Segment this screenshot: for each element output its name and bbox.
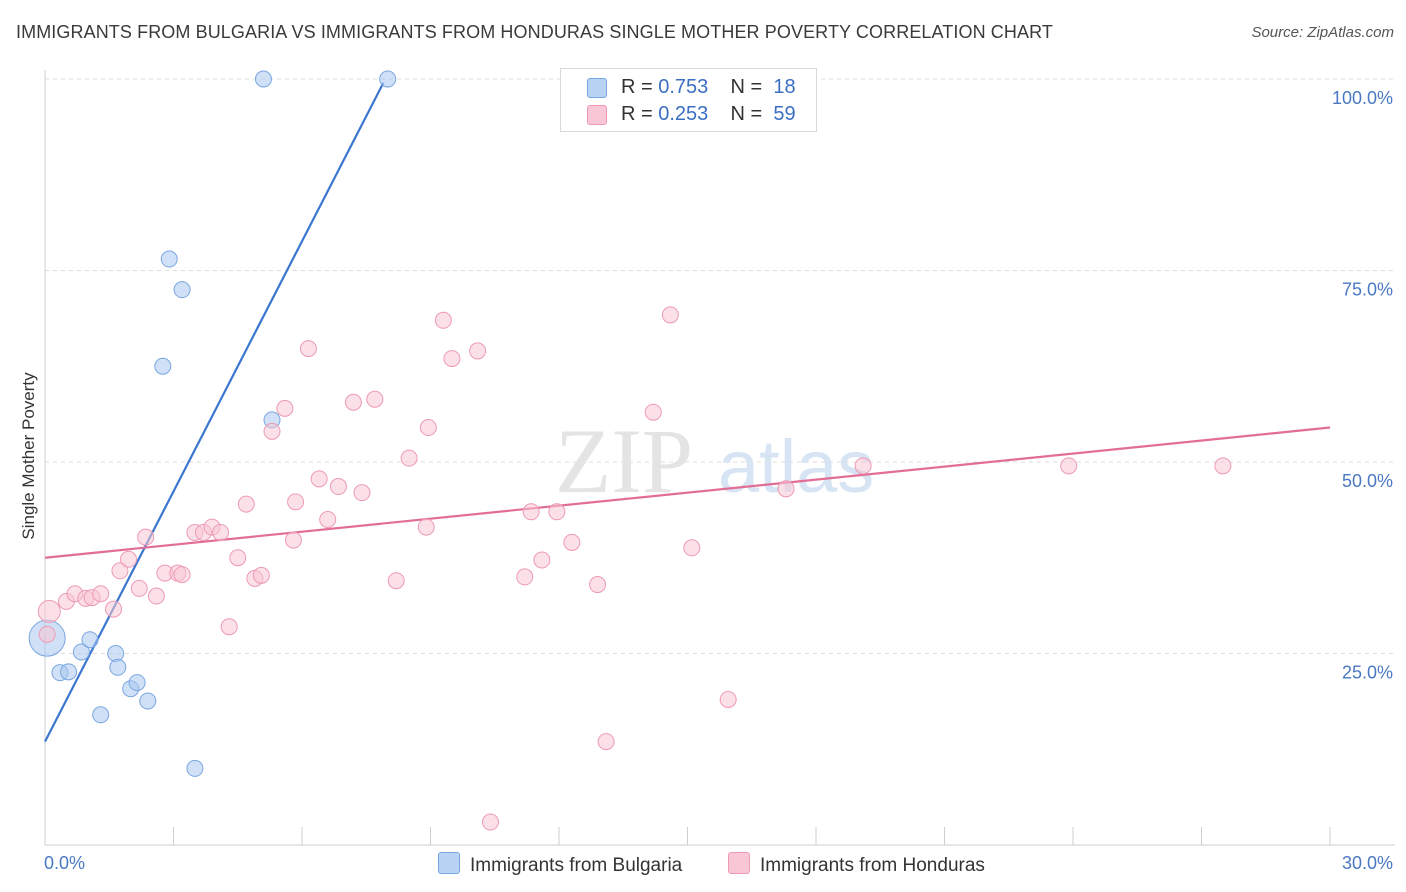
point-honduras-7 bbox=[111, 562, 129, 580]
r-value: 0.753 bbox=[658, 76, 709, 98]
point-honduras-21 bbox=[237, 495, 255, 513]
point-honduras-11 bbox=[147, 587, 165, 605]
point-honduras-52 bbox=[683, 539, 701, 557]
point-honduras-28 bbox=[299, 340, 317, 358]
point-honduras-18 bbox=[212, 523, 230, 541]
axes bbox=[44, 70, 1395, 846]
legend-label-honduras: Immigrants from Honduras bbox=[760, 855, 985, 876]
point-honduras-45 bbox=[533, 551, 551, 569]
point-honduras-46 bbox=[548, 503, 566, 521]
honduras-legend-swatch bbox=[728, 852, 750, 874]
chart-source: Source: ZipAtlas.com bbox=[1251, 24, 1394, 41]
point-bulgaria-12 bbox=[160, 250, 178, 268]
point-honduras-14 bbox=[173, 566, 191, 584]
point-bulgaria-17 bbox=[379, 70, 397, 88]
point-honduras-10 bbox=[137, 528, 155, 546]
legend-item-honduras[interactable]: Immigrants from Honduras bbox=[728, 852, 985, 877]
point-honduras-54 bbox=[777, 480, 795, 498]
data-points bbox=[28, 70, 1232, 831]
y-tick-label-0: 25.0% bbox=[1342, 663, 1393, 683]
point-bulgaria-14 bbox=[186, 759, 204, 777]
n-value: 18 bbox=[773, 76, 796, 98]
point-honduras-29 bbox=[310, 470, 328, 488]
point-honduras-9 bbox=[130, 579, 148, 597]
point-bulgaria-3 bbox=[72, 643, 90, 661]
point-honduras-0 bbox=[37, 599, 61, 623]
chart-title: IMMIGRANTS FROM BULGARIA VS IMMIGRANTS F… bbox=[16, 22, 1053, 42]
point-honduras-50 bbox=[644, 403, 662, 421]
point-bulgaria-11 bbox=[154, 357, 172, 375]
legend-item-bulgaria[interactable]: Immigrants from Bulgaria bbox=[438, 852, 682, 877]
point-bulgaria-7 bbox=[109, 658, 127, 676]
point-honduras-57 bbox=[1214, 457, 1232, 475]
y-tick-label-1: 50.0% bbox=[1342, 471, 1393, 491]
point-honduras-5 bbox=[92, 585, 110, 603]
point-honduras-32 bbox=[344, 393, 362, 411]
point-honduras-39 bbox=[434, 311, 452, 329]
point-bulgaria-5 bbox=[92, 706, 110, 724]
point-honduras-27 bbox=[287, 493, 305, 511]
point-honduras-56 bbox=[1060, 457, 1078, 475]
n-value: 59 bbox=[773, 103, 796, 125]
bulgaria-legend-swatch bbox=[438, 852, 460, 874]
y-axis-label: Single Mother Poverty bbox=[19, 372, 38, 540]
point-honduras-30 bbox=[319, 510, 337, 528]
r-label: R = bbox=[621, 103, 659, 125]
point-honduras-41 bbox=[469, 342, 487, 360]
point-honduras-51 bbox=[661, 306, 679, 324]
point-honduras-34 bbox=[366, 390, 384, 408]
point-bulgaria-15 bbox=[254, 70, 272, 88]
point-honduras-43 bbox=[516, 568, 534, 586]
n-label: N = bbox=[730, 76, 768, 98]
point-honduras-47 bbox=[563, 533, 581, 551]
bulgaria-swatch bbox=[587, 78, 607, 98]
x-tick-label-1: 30.0% bbox=[1342, 853, 1393, 873]
point-honduras-31 bbox=[329, 478, 347, 496]
y-tick-label-2: 75.0% bbox=[1342, 280, 1393, 300]
x-tick-label-0: 0.0% bbox=[44, 853, 85, 873]
point-honduras-38 bbox=[419, 419, 437, 437]
point-bulgaria-2 bbox=[60, 663, 78, 681]
trend-line-honduras bbox=[44, 426, 1331, 559]
stats-legend: R = 0.753 N = 18 R = 0.253 N = 59 bbox=[560, 68, 817, 132]
point-honduras-8 bbox=[120, 550, 138, 568]
point-honduras-19 bbox=[220, 618, 238, 636]
point-honduras-53 bbox=[719, 690, 737, 708]
point-honduras-55 bbox=[854, 457, 872, 475]
point-honduras-58 bbox=[38, 625, 56, 643]
point-honduras-25 bbox=[276, 399, 294, 417]
r-label: R = bbox=[621, 76, 659, 98]
point-honduras-42 bbox=[481, 813, 499, 831]
legend-label-bulgaria: Immigrants from Bulgaria bbox=[470, 855, 683, 876]
point-honduras-44 bbox=[522, 503, 540, 521]
trend-line-bulgaria bbox=[44, 82, 385, 743]
r-value: 0.253 bbox=[658, 103, 709, 125]
y-tick-label-3: 100.0% bbox=[1332, 88, 1393, 108]
point-honduras-20 bbox=[229, 549, 247, 567]
point-honduras-26 bbox=[284, 531, 302, 549]
point-honduras-23 bbox=[252, 566, 270, 584]
point-honduras-36 bbox=[400, 449, 418, 467]
gridlines bbox=[45, 78, 1395, 654]
point-bulgaria-10 bbox=[139, 692, 157, 710]
watermark: ZIP atlas bbox=[555, 410, 874, 512]
honduras-swatch bbox=[587, 105, 607, 125]
point-bulgaria-4 bbox=[81, 631, 99, 649]
point-honduras-40 bbox=[443, 350, 461, 368]
trend-lines bbox=[44, 82, 1331, 743]
point-bulgaria-9 bbox=[128, 674, 146, 692]
point-honduras-6 bbox=[105, 600, 123, 618]
point-honduras-24 bbox=[263, 422, 281, 440]
point-honduras-37 bbox=[417, 518, 435, 536]
point-honduras-48 bbox=[589, 576, 607, 594]
point-honduras-49 bbox=[597, 733, 615, 751]
point-bulgaria-13 bbox=[173, 281, 191, 299]
point-honduras-35 bbox=[387, 572, 405, 590]
tick-labels: 25.0% 50.0% 75.0% 100.0% 0.0% 30.0% bbox=[44, 88, 1393, 873]
n-label: N = bbox=[730, 103, 768, 125]
point-honduras-33 bbox=[353, 484, 371, 502]
watermark-zip: ZIP bbox=[555, 410, 693, 512]
watermark-atlas: atlas bbox=[718, 425, 874, 508]
